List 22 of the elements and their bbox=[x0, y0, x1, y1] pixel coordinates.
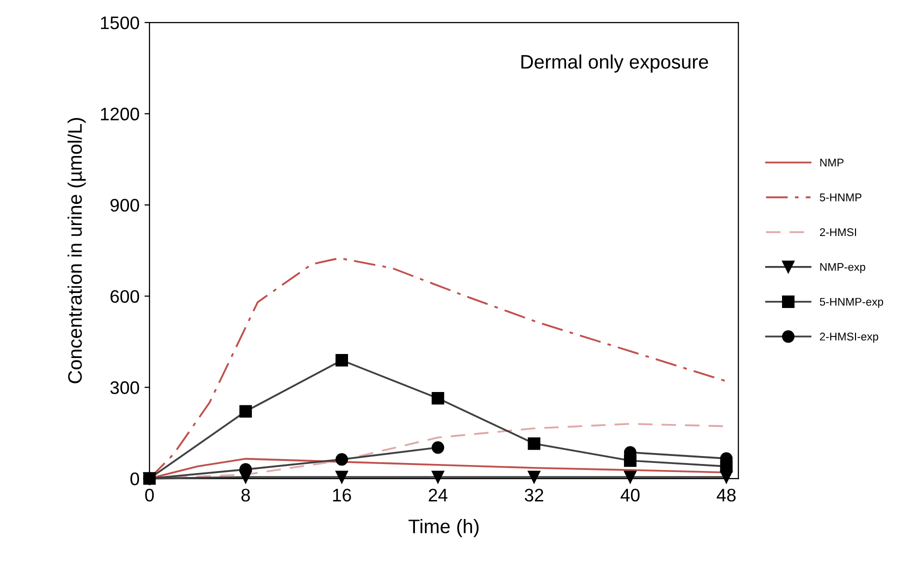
y-tick-label: 900 bbox=[110, 198, 140, 212]
legend-label: 5-HNMP-exp bbox=[820, 298, 884, 308]
x-axis-title: Time (h) bbox=[408, 518, 479, 538]
legend-label: 2-HMSI bbox=[820, 228, 856, 236]
x-tick-label: 0 bbox=[145, 488, 154, 502]
y-axis-title: Concentration in urine (µmol/L) bbox=[68, 118, 86, 384]
x-tick-label: 40 bbox=[620, 488, 640, 502]
annotation: Dermal only exposure bbox=[521, 54, 708, 73]
x-tick-label: 8 bbox=[241, 488, 250, 502]
x-tick-label: 24 bbox=[428, 488, 448, 502]
y-tick-label: 600 bbox=[110, 290, 140, 303]
legend-label: 5-HNMP bbox=[820, 194, 862, 202]
legend-label: NMP bbox=[820, 158, 844, 166]
y-tick-label: 300 bbox=[110, 381, 140, 394]
x-tick-label: 32 bbox=[524, 488, 544, 502]
y-tick-label: 1500 bbox=[100, 16, 140, 30]
x-tick-label: 16 bbox=[333, 488, 352, 502]
x-tick-label: 48 bbox=[716, 488, 736, 502]
legend-label: 2-HMSI-exp bbox=[820, 332, 878, 343]
y-tick-label: 1200 bbox=[100, 108, 140, 120]
legend-label: NMP-exp bbox=[820, 263, 866, 274]
y-tick-label: 0 bbox=[130, 472, 140, 486]
